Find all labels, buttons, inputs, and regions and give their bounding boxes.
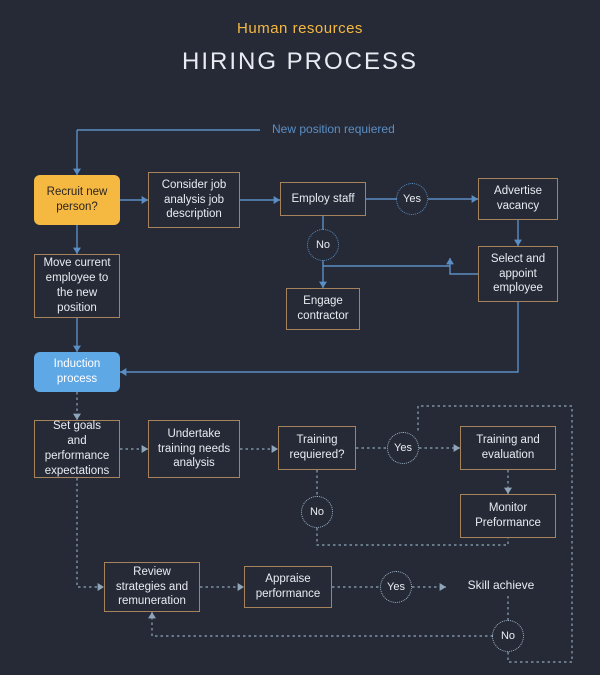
node-trainingq: Training requiered? (278, 426, 356, 470)
new-position-label: New position requiered (272, 122, 395, 136)
title: HIRING PROCESS (0, 48, 600, 76)
node-move: Move current employee to the new positio… (34, 254, 120, 318)
node-engage: Engage contractor (286, 288, 360, 330)
decision-no3: No (492, 620, 524, 652)
decision-yes1: Yes (396, 183, 428, 215)
node-select: Select and appoint employee (478, 246, 558, 302)
decision-yes2: Yes (387, 432, 419, 464)
node-appraise: Appraise performance (244, 566, 332, 608)
node-review: Review strategies and remuneration (104, 562, 200, 612)
decision-no2: No (301, 496, 333, 528)
subtitle: Human resources (0, 20, 600, 37)
node-goals: Set goals and performance expectations (34, 420, 120, 478)
decision-no1: No (307, 229, 339, 261)
decision-yes3: Yes (380, 571, 412, 603)
node-trainev: Training and evaluation (460, 426, 556, 470)
node-recruit: Recruit new person? (34, 175, 120, 225)
flowchart-stage: Human resources HIRING PROCESS New posit… (0, 0, 600, 675)
node-advertise: Advertise vacancy (478, 178, 558, 220)
node-undertake: Undertake training needs analysis (148, 420, 240, 478)
node-monitor: Monitor Preformance (460, 494, 556, 538)
node-employ: Employ staff (280, 182, 366, 216)
node-consider: Consider job analysis job description (148, 172, 240, 228)
label-skill: Skill achieve (446, 578, 556, 592)
node-induction: Induction process (34, 352, 120, 392)
